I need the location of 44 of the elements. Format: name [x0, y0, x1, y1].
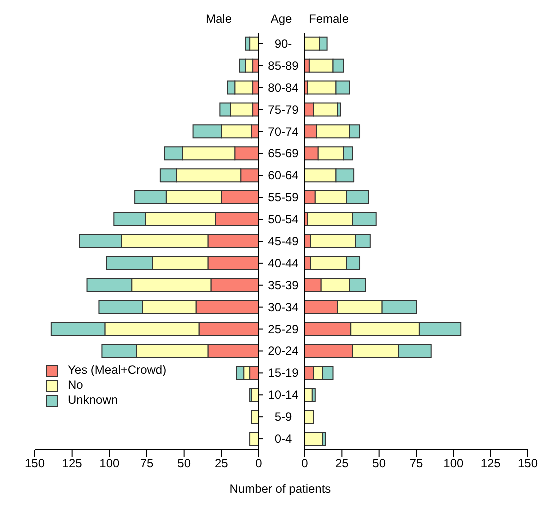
bar [250, 432, 259, 446]
bar [305, 410, 314, 424]
x-axis-title: Number of patients [228, 482, 332, 496]
y-tick-label: 65-69 [268, 146, 300, 161]
x-tick-label: 75 [140, 456, 154, 471]
y-tick-label: 30-34 [268, 300, 300, 314]
legend-label: Yes (Meal+Crowd) [68, 363, 167, 378]
y-tick-label: 25-29 [268, 322, 300, 336]
y-tick-label: 40-44 [268, 256, 300, 270]
x-tick-label: 25 [214, 456, 229, 471]
y-tick-label: 90- [274, 36, 292, 51]
y-tick-label: 5-9 [274, 410, 292, 424]
y-axis-title: Age [270, 12, 294, 26]
y-tick-label: 10-14 [268, 388, 300, 402]
y-tick-label: 0-4 [274, 432, 292, 446]
x-tick-label: 100 [444, 456, 464, 471]
y-tick-label: 35-39 [268, 278, 300, 292]
legend-label: Unknown [68, 393, 118, 408]
y-tick-label: 45-49 [268, 234, 300, 248]
bar [251, 410, 259, 424]
y-tick-label: 70-74 [268, 124, 300, 139]
x-tick-label: 25 [335, 456, 350, 471]
bar [305, 432, 324, 446]
x-tick-label: 50 [372, 456, 386, 471]
x-tick-label: 75 [410, 456, 424, 471]
x-tick-label: 150 [24, 456, 46, 471]
y-tick-label: 80-84 [268, 80, 300, 95]
x-tick-label: 150 [518, 456, 538, 471]
x-tick-label: 100 [100, 456, 120, 471]
x-tick-label: 125 [480, 456, 502, 471]
y-tick-label: 60-64 [268, 168, 300, 183]
y-tick-label: 15-19 [268, 366, 300, 380]
x-tick-label: 0 [302, 456, 309, 471]
chart-title: Male [206, 12, 232, 26]
y-tick-label: 85-89 [268, 58, 300, 73]
y-tick-label: 75-79 [268, 102, 300, 117]
y-tick-label: 20-24 [268, 344, 300, 358]
chart-title: Female [309, 12, 350, 26]
x-tick-label: 50 [178, 456, 192, 471]
x-tick-label: 125 [62, 456, 83, 471]
y-tick-label: 50-54 [268, 212, 300, 227]
legend-label: No [68, 378, 84, 393]
y-tick-label: 55-59 [268, 190, 300, 205]
x-tick-label: 0 [256, 456, 263, 471]
